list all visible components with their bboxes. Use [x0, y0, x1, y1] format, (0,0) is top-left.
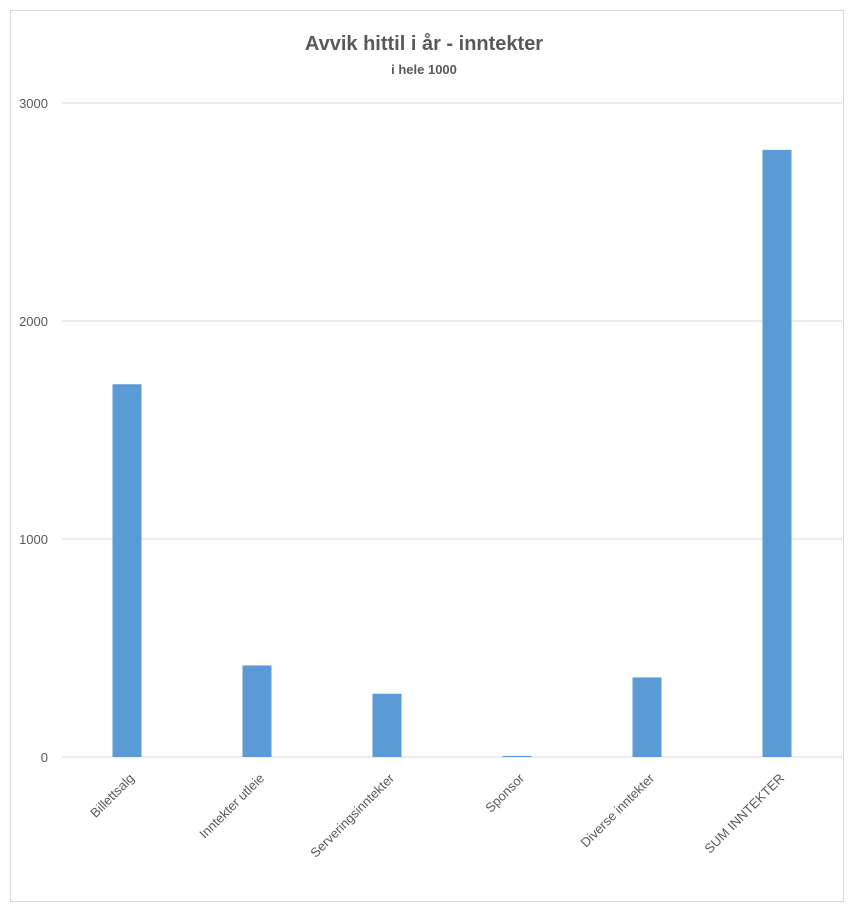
bar-sum-inntekter: [762, 149, 792, 757]
bar-serveringsinntekter: [372, 693, 402, 757]
y-tick-label: 0: [41, 750, 48, 765]
chart-subtitle: i hele 1000: [391, 62, 457, 77]
x-axis-ticks: Billettsalg Inntekter utleie Serveringsinn…: [87, 770, 787, 860]
chart-frame: [10, 10, 844, 902]
bar-inntekter-utleie: [242, 665, 272, 757]
chart-title: Avvik hittil i år - inntekter: [305, 32, 543, 55]
x-tick-label: Sponsor: [482, 770, 527, 815]
y-tick-label: 3000: [19, 96, 48, 111]
bar-diverse-inntekter: [632, 677, 662, 757]
x-tick-label: Billettsalg: [87, 771, 137, 821]
bars: [112, 149, 792, 757]
x-tick-label: Serveringsinntekter: [307, 770, 397, 860]
x-tick-label: SUM INNTEKTER: [701, 771, 787, 857]
y-axis-ticks: 0 1000 2000 3000: [19, 96, 48, 765]
y-tick-label: 1000: [19, 532, 48, 547]
bar-billettsalg: [112, 384, 142, 757]
x-tick-label: Inntekter utleie: [196, 771, 267, 842]
bar-sponsor: [502, 755, 532, 757]
y-tick-label: 2000: [19, 314, 48, 329]
gridlines: [62, 102, 842, 758]
x-tick-label: Diverse inntekter: [578, 770, 658, 850]
